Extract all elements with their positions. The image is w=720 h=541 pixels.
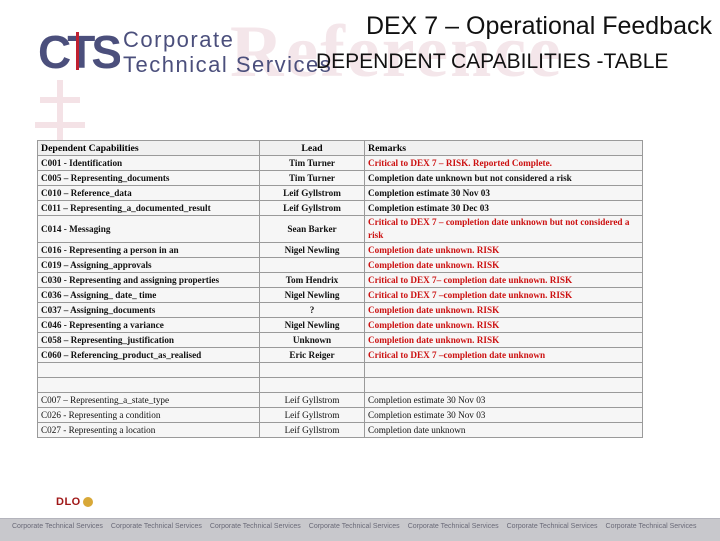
capability-cell: C058 – Representing_justification <box>37 332 260 348</box>
table-row: C014 - Messaging Sean Barker Critical to… <box>37 215 643 243</box>
lead-cell: Tim Turner <box>259 170 365 186</box>
empty-row <box>37 362 643 378</box>
lead-cell: Leif Gyllstrom <box>259 422 365 438</box>
footer-text: Corporate Technical Services <box>506 523 598 530</box>
cts-logo: CTS <box>36 26 120 74</box>
brand-name: Corporate Technical Services <box>123 27 332 77</box>
dlo-logo-text: DLO <box>56 496 81 508</box>
lead-cell: ? <box>259 302 365 318</box>
lead-cell: Leif Gyllstrom <box>259 185 365 201</box>
capability-cell: C027 - Representing a location <box>37 422 260 438</box>
lead-cell: Nigel Newling <box>259 242 365 258</box>
table-row: C046 - Representing a variance Nigel New… <box>37 317 643 333</box>
table-row: C001 - Identification Tim Turner Critica… <box>37 155 643 171</box>
remarks-cell: Critical to DEX 7 –completion date unkno… <box>364 347 643 363</box>
table-row: C011 – Representing_a_documented_result … <box>37 200 643 216</box>
capability-cell: C016 - Representing a person in an <box>37 242 260 258</box>
remarks-cell: Completion date unknown. RISK <box>364 242 643 258</box>
watermark-text: Reference <box>230 11 563 93</box>
table-row: C026 - Representing a condition Leif Gyl… <box>37 407 643 423</box>
remarks-cell: Completion date unknown <box>364 422 643 438</box>
table-row: C036 – Assigning_ date_ time Nigel Newli… <box>37 287 643 303</box>
remarks-cell: Completion date unknown. RISK <box>364 257 643 273</box>
crest-icon <box>82 497 93 508</box>
footer-band: Corporate Technical Services Corporate Te… <box>0 518 720 541</box>
empty-row <box>37 377 643 393</box>
remarks-cell: Critical to DEX 7 –completion date unkno… <box>364 287 643 303</box>
remarks-cell: Critical to DEX 7 – completion date unkn… <box>364 215 643 243</box>
table-row: C010 – Reference_data Leif Gyllstrom Com… <box>37 185 643 201</box>
capability-cell: C014 - Messaging <box>37 215 260 243</box>
remarks-cell: Completion estimate 30 Nov 03 <box>364 392 643 408</box>
capability-cell: C046 - Representing a variance <box>37 317 260 333</box>
lead-cell: Unknown <box>259 332 365 348</box>
footer-text: Corporate Technical Services <box>605 523 697 530</box>
remarks-cell: Completion date unknown. RISK <box>364 302 643 318</box>
remarks-cell: Completion estimate 30 Nov 03 <box>364 185 643 201</box>
brand-line-1: Corporate <box>123 27 235 52</box>
remarks-cell: Completion estimate 30 Dec 03 <box>364 200 643 216</box>
capability-cell: C030 - Representing and assigning proper… <box>37 272 260 288</box>
header-dependent-capabilities: Dependent Capabilities <box>37 140 260 156</box>
table-row: C060 – Referencing_product_as_realised E… <box>37 347 643 363</box>
empty-cell <box>259 362 365 378</box>
lead-cell: Tim Turner <box>259 155 365 171</box>
capability-cell: C010 – Reference_data <box>37 185 260 201</box>
capability-cell: C026 - Representing a condition <box>37 407 260 423</box>
table-row: C005 – Representing_documents Tim Turner… <box>37 170 643 186</box>
slide-title: DEX 7 – Operational Feedback <box>365 12 712 40</box>
footer-text: Corporate Technical Services <box>308 523 400 530</box>
remarks-cell: Completion date unknown. RISK <box>364 317 643 333</box>
capability-cell: C060 – Referencing_product_as_realised <box>37 347 260 363</box>
lead-cell: Leif Gyllstrom <box>259 392 365 408</box>
capability-cell: C007 – Representing_a_state_type <box>37 392 260 408</box>
capability-cell: C019 – Assigning_approvals <box>37 257 260 273</box>
lead-cell: Eric Reiger <box>259 347 365 363</box>
footer-text: Corporate Technical Services <box>12 523 103 530</box>
header-remarks: Remarks <box>364 140 643 156</box>
empty-cell <box>37 362 260 378</box>
brand-line-2: Technical Services <box>123 52 333 77</box>
footer-text: Corporate Technical Services <box>110 523 202 530</box>
header-lead: Lead <box>259 140 365 156</box>
table-row: C007 – Representing_a_state_type Leif Gy… <box>37 392 643 408</box>
table-row: C016 - Representing a person in an Nigel… <box>37 242 643 258</box>
table-row: C019 – Assigning_approvals Completion da… <box>37 257 643 273</box>
capability-cell: C036 – Assigning_ date_ time <box>37 287 260 303</box>
lead-cell: Leif Gyllstrom <box>259 200 365 216</box>
table-row: C058 – Representing_justification Unknow… <box>37 332 643 348</box>
dependent-capabilities-table: Dependent Capabilities Lead Remarks C001… <box>37 140 643 438</box>
remarks-cell: Completion date unknown but not consider… <box>364 170 643 186</box>
empty-cell <box>364 362 643 378</box>
remarks-cell: Critical to DEX 7– completion date unkno… <box>364 272 643 288</box>
table-row: C030 - Representing and assigning proper… <box>37 272 643 288</box>
watermark-graphic <box>35 80 85 190</box>
empty-cell <box>37 377 260 393</box>
table-row: C037 – Assigning_documents ? Completion … <box>37 302 643 318</box>
capability-cell: C011 – Representing_a_documented_result <box>37 200 260 216</box>
capability-cell: C037 – Assigning_documents <box>37 302 260 318</box>
lead-cell: Nigel Newling <box>259 317 365 333</box>
empty-cell <box>259 377 365 393</box>
remarks-cell: Completion estimate 30 Nov 03 <box>364 407 643 423</box>
table-row: C027 - Representing a location Leif Gyll… <box>37 422 643 438</box>
capability-cell: C005 – Representing_documents <box>37 170 260 186</box>
remarks-cell: Critical to DEX 7 – RISK. Reported Compl… <box>364 155 643 171</box>
dlo-logo: DLO <box>56 496 93 508</box>
lead-cell <box>259 257 365 273</box>
table-header-row: Dependent Capabilities Lead Remarks <box>37 140 643 156</box>
capability-cell: C001 - Identification <box>37 155 260 171</box>
footer-text-strip: Corporate Technical Services Corporate Te… <box>0 519 720 535</box>
empty-cell <box>364 377 643 393</box>
footer-text: Corporate Technical Services <box>407 523 499 530</box>
lead-cell: Nigel Newling <box>259 287 365 303</box>
remarks-cell: Completion date unknown. RISK <box>364 332 643 348</box>
lead-cell: Tom Hendrix <box>259 272 365 288</box>
lead-cell: Leif Gyllstrom <box>259 407 365 423</box>
footer-text: Corporate Technical Services <box>209 523 301 530</box>
slide-subtitle: DEPENDENT CAPABILITIES -TABLE <box>316 50 669 73</box>
lead-cell: Sean Barker <box>259 215 365 243</box>
